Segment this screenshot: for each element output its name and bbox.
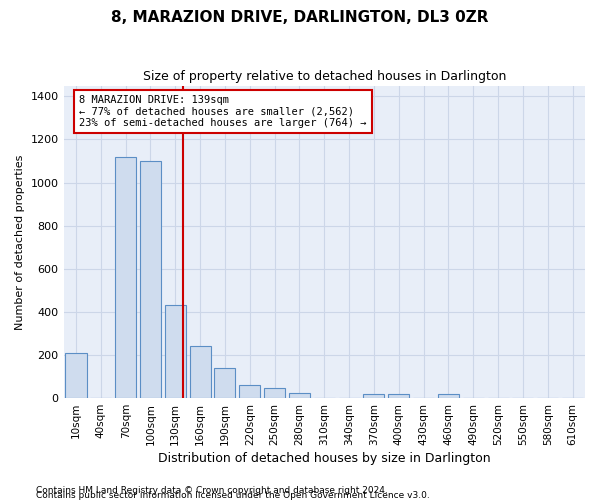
Y-axis label: Number of detached properties: Number of detached properties [15,154,25,330]
X-axis label: Distribution of detached houses by size in Darlington: Distribution of detached houses by size … [158,452,491,465]
Bar [264,388,285,398]
Bar [289,393,310,398]
Bar [140,161,161,398]
Text: 8 MARAZION DRIVE: 139sqm
← 77% of detached houses are smaller (2,562)
23% of sem: 8 MARAZION DRIVE: 139sqm ← 77% of detach… [79,95,367,128]
Bar [214,368,235,398]
Bar [388,394,409,398]
Text: 8, MARAZION DRIVE, DARLINGTON, DL3 0ZR: 8, MARAZION DRIVE, DARLINGTON, DL3 0ZR [111,10,489,25]
Bar [438,394,459,398]
Bar [239,386,260,398]
Bar [65,353,86,398]
Bar [165,306,186,398]
Title: Size of property relative to detached houses in Darlington: Size of property relative to detached ho… [143,70,506,83]
Bar [364,394,385,398]
Bar [115,156,136,398]
Text: Contains public sector information licensed under the Open Government Licence v3: Contains public sector information licen… [36,491,430,500]
Text: Contains HM Land Registry data © Crown copyright and database right 2024.: Contains HM Land Registry data © Crown c… [36,486,388,495]
Bar [190,346,211,398]
